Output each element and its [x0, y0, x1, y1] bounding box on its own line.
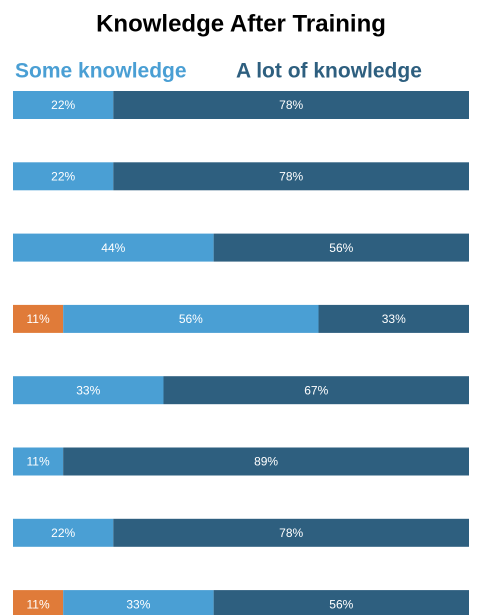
- bar-segment: [113, 91, 469, 119]
- data-label: 11%: [27, 312, 50, 326]
- chart-title: Knowledge After Training: [96, 10, 386, 37]
- data-label: 44%: [101, 241, 125, 255]
- bar-segment: [13, 590, 64, 615]
- data-label: 78%: [279, 169, 303, 183]
- bar-segment: [63, 447, 469, 476]
- bar-segment: [63, 590, 214, 615]
- bar-segment: [13, 518, 114, 547]
- bar-segment: [13, 447, 64, 476]
- bar-segment: [318, 304, 469, 333]
- bar-segment: [213, 233, 469, 262]
- data-label: 11%: [27, 455, 50, 469]
- legend-entry: A lot of knowledge: [236, 60, 422, 83]
- data-label: 33%: [76, 383, 100, 397]
- data-label: 11%: [27, 597, 50, 611]
- data-label: 56%: [179, 312, 203, 326]
- bar-segment: [13, 233, 214, 262]
- bar-segment: [113, 518, 469, 547]
- data-label: 33%: [382, 312, 406, 326]
- bar-segment: [113, 162, 469, 191]
- data-label: 22%: [51, 98, 75, 112]
- bar-segment: [13, 91, 114, 119]
- data-label: 22%: [51, 526, 75, 540]
- data-label: 78%: [279, 526, 303, 540]
- data-label: 56%: [329, 241, 353, 255]
- data-label: 67%: [304, 383, 328, 397]
- bar-segment: [63, 304, 319, 333]
- bar-segment: [163, 376, 470, 405]
- bar-segment: [13, 376, 164, 405]
- bar-segment: [213, 590, 469, 615]
- data-label: 89%: [254, 455, 278, 469]
- data-label: 33%: [126, 597, 150, 611]
- data-label: 56%: [329, 597, 353, 611]
- data-label: 22%: [51, 169, 75, 183]
- legend-entry: Some knowledge: [15, 60, 187, 83]
- bar-segment: [13, 162, 114, 191]
- bar-segment: [13, 304, 64, 333]
- data-label: 78%: [279, 98, 303, 112]
